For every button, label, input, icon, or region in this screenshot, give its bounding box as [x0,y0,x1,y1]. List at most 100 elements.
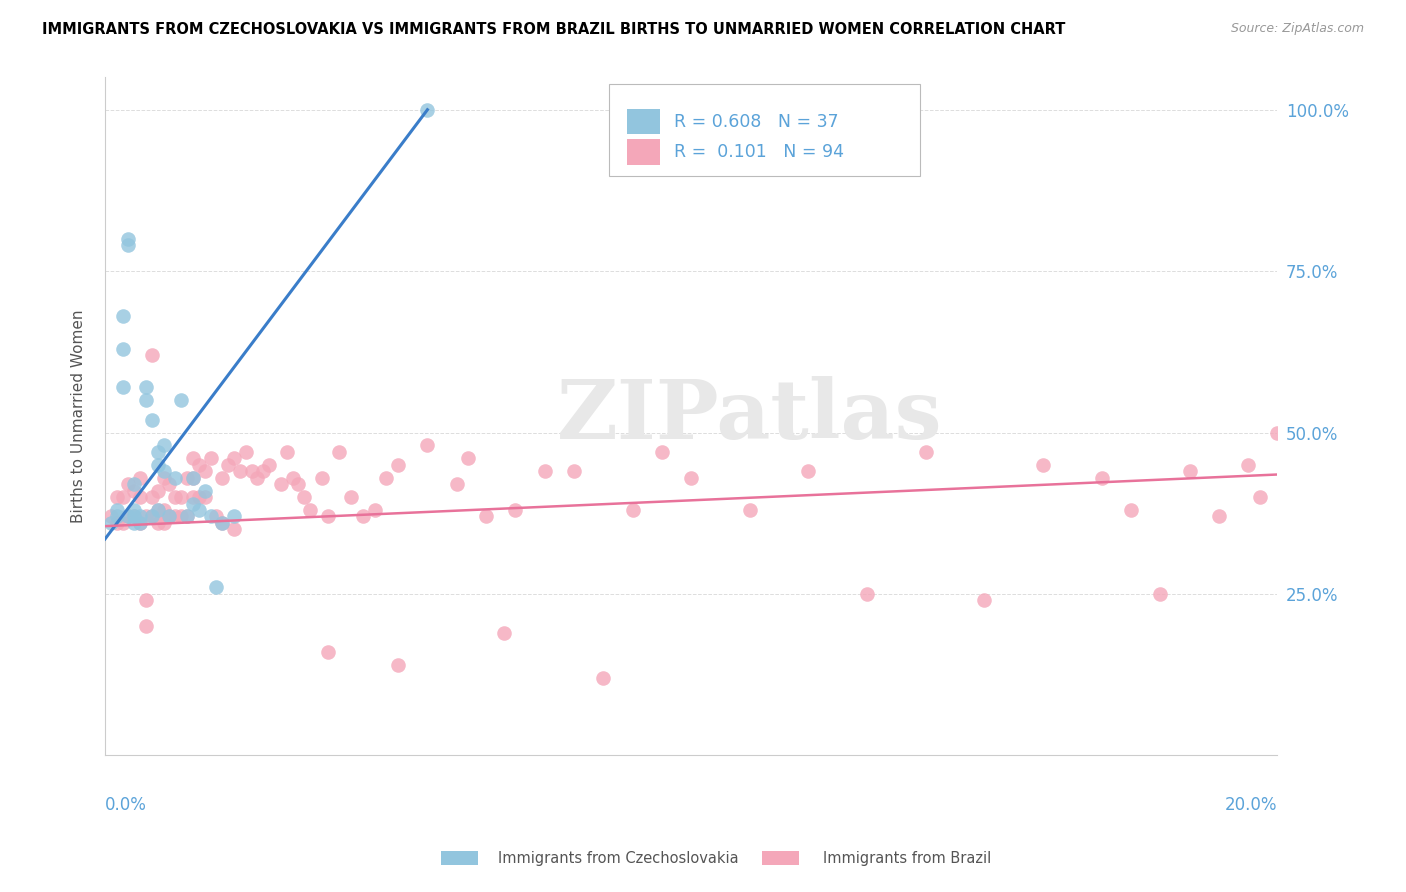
Point [146,516,169,530]
Point [1267,425,1289,440]
Point [100,516,122,530]
Point [159,477,181,491]
Point [141,509,163,524]
Point [270,477,292,491]
Point [246,471,269,485]
Point [222,451,245,466]
Point [176,509,198,524]
Point [141,412,163,426]
Point [194,464,217,478]
Point [135,593,157,607]
Point [340,490,363,504]
Point [505,503,527,517]
Point [211,516,233,530]
Point [141,490,163,504]
Point [276,445,298,459]
Point [124,477,146,491]
Point [257,458,280,472]
Point [533,464,555,478]
Point [475,509,498,524]
Point [446,477,468,491]
Point [152,464,174,478]
FancyBboxPatch shape [627,139,659,165]
Point [146,503,169,517]
Point [363,503,385,517]
Point [194,490,217,504]
Point [146,483,169,498]
Point [146,458,169,472]
Point [222,509,245,524]
Point [105,509,128,524]
Text: 0.0%: 0.0% [105,796,146,814]
Point [181,471,204,485]
Point [651,445,673,459]
Point [135,619,157,633]
Point [117,509,139,524]
Point [111,516,134,530]
Point [299,503,322,517]
Point [129,516,152,530]
Point [170,393,193,408]
Point [1149,587,1171,601]
Point [457,451,479,466]
Point [146,445,169,459]
Text: R = 0.608   N = 37: R = 0.608 N = 37 [673,112,838,130]
Text: Immigrants from Brazil: Immigrants from Brazil [823,851,991,865]
Point [562,464,585,478]
Point [181,490,204,504]
Point [311,471,333,485]
Point [205,509,228,524]
FancyBboxPatch shape [609,84,920,176]
Point [492,625,515,640]
Point [129,509,152,524]
Point [129,471,152,485]
Point [316,645,339,659]
Point [914,445,936,459]
Point [240,464,263,478]
Point [141,348,163,362]
Point [1249,490,1271,504]
Point [117,232,139,246]
Point [124,503,146,517]
Point [100,509,122,524]
Point [856,587,879,601]
Point [181,497,204,511]
Point [176,509,198,524]
Point [328,445,350,459]
Point [1119,503,1142,517]
Point [117,509,139,524]
Point [111,310,134,324]
Point [187,490,209,504]
Point [165,509,187,524]
Point [621,503,644,517]
Point [592,671,614,685]
Point [135,509,157,524]
Point [111,490,134,504]
Y-axis label: Births to Unmarried Women: Births to Unmarried Women [72,310,86,523]
Point [316,509,339,524]
Point [194,483,217,498]
Text: IMMIGRANTS FROM CZECHOSLOVAKIA VS IMMIGRANTS FROM BRAZIL BIRTHS TO UNMARRIED WOM: IMMIGRANTS FROM CZECHOSLOVAKIA VS IMMIGR… [42,22,1066,37]
Point [152,516,174,530]
Point [124,509,146,524]
Point [387,458,409,472]
Point [111,380,134,394]
Point [375,471,398,485]
Point [159,509,181,524]
Text: 20.0%: 20.0% [1225,796,1278,814]
Point [1032,458,1054,472]
Point [117,477,139,491]
Point [797,464,820,478]
Point [281,471,304,485]
Point [235,445,257,459]
Point [205,581,228,595]
Point [170,509,193,524]
Point [117,238,139,252]
Point [187,458,209,472]
Point [141,509,163,524]
Point [200,509,222,524]
Point [159,509,181,524]
Text: Source: ZipAtlas.com: Source: ZipAtlas.com [1230,22,1364,36]
Point [152,438,174,452]
Point [416,103,439,117]
